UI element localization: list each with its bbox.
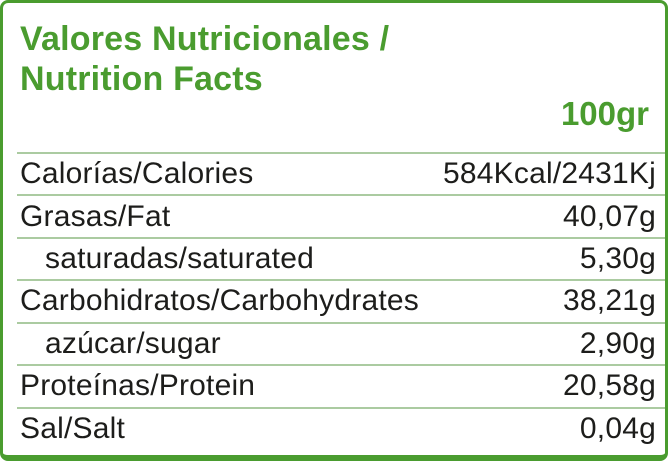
label-title-line-2: Nutrition Facts — [20, 60, 263, 99]
nutrition-row: Grasas/Fat 40,07g — [17, 194, 665, 236]
nutrient-value: 2,90g — [579, 326, 656, 360]
nutrition-row: Carbohidratos/Carbohydrates 38,21g — [17, 279, 665, 321]
label-title: Valores Nutricionales / Nutrition Facts — [20, 19, 649, 99]
nutrient-value: 20,58g — [563, 369, 656, 403]
nutrient-name: Sal/Salt — [20, 411, 125, 445]
nutrient-name: Proteínas/Protein — [20, 369, 256, 403]
nutrient-name: Carbohidratos/Carbohydrates — [20, 284, 419, 318]
serving-size: 100gr — [560, 95, 649, 133]
nutrient-name: azúcar/sugar — [45, 326, 221, 360]
nutrient-value: 40,07g — [563, 199, 656, 233]
nutrition-table: Calorías/Calories 584Kcal/2431Kj Grasas/… — [17, 152, 665, 449]
label-title-line-1: Valores Nutricionales / — [20, 20, 390, 58]
nutrient-value: 38,21g — [563, 284, 656, 318]
nutrient-name: Calorías/Calories — [20, 157, 254, 191]
nutrient-value: 0,04g — [579, 411, 656, 445]
label-header: Valores Nutricionales / Nutrition Facts … — [3, 3, 665, 152]
nutrient-value: 584Kcal/2431Kj — [443, 157, 656, 191]
nutrition-row: Proteínas/Protein 20,58g — [17, 364, 665, 406]
nutrition-row: Calorías/Calories 584Kcal/2431Kj — [17, 152, 665, 194]
nutrient-value: 5,30g — [579, 242, 656, 276]
nutrition-row: azúcar/sugar 2,90g — [17, 321, 665, 364]
nutrient-name: saturadas/saturated — [45, 242, 314, 276]
nutrition-row: Sal/Salt 0,04g — [17, 406, 665, 449]
nutrient-name: Grasas/Fat — [20, 199, 171, 233]
nutrition-row: saturadas/saturated 5,30g — [17, 236, 665, 279]
